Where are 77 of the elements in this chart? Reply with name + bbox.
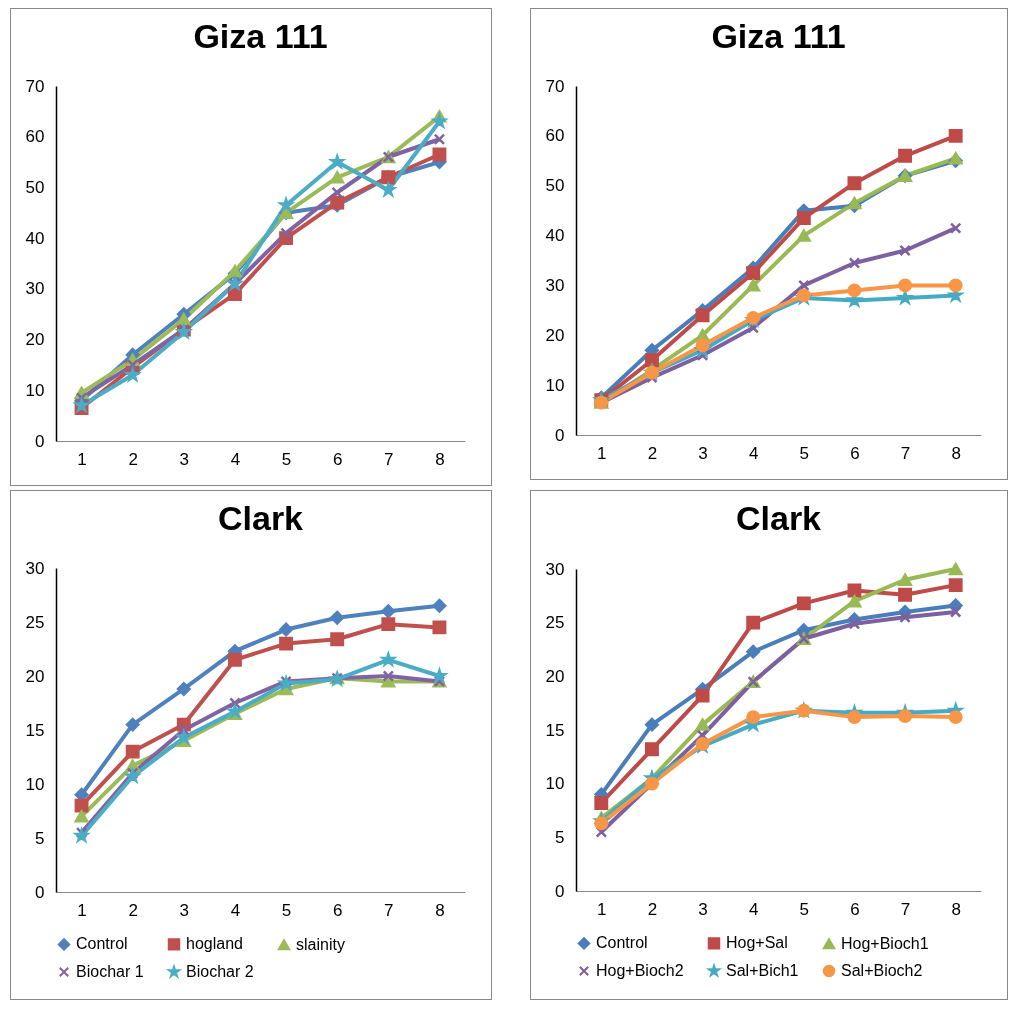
chart-title: Giza 111	[711, 17, 846, 55]
legend-label: Control	[596, 934, 648, 952]
y-tick-label: 20	[25, 330, 45, 350]
x-tick-label: 2	[647, 443, 658, 463]
x-tick-label: 6	[332, 449, 343, 469]
y-tick-label: 60	[25, 127, 45, 147]
chart-title: Clark	[735, 499, 822, 538]
y-tick-label: 10	[25, 774, 45, 794]
y-tick-label: 25	[25, 612, 45, 632]
x-tick-label: 8	[435, 449, 445, 469]
y-tick-label: 0	[35, 882, 45, 902]
legend-label: Hog+Bioch1	[841, 934, 929, 952]
x-tick-label: 5	[281, 900, 292, 920]
x-tick-label: 8	[951, 443, 961, 463]
x-tick-label: 5	[281, 449, 292, 469]
y-tick-label: 70	[545, 76, 565, 96]
y-tick-label: 50	[545, 176, 565, 196]
x-tick-label: 3	[698, 443, 708, 463]
x-tick-label: 7	[384, 900, 394, 920]
y-tick-label: 40	[25, 228, 45, 248]
x-tick-label: 4	[748, 899, 759, 919]
x-tick-label: 4	[230, 449, 241, 469]
legend-label: Control	[76, 935, 128, 953]
legend-label: Biochar 1	[76, 963, 144, 980]
legend-label: hogland	[186, 935, 243, 953]
y-tick-label: 0	[555, 881, 565, 901]
chart-title: Giza 111	[193, 17, 328, 55]
y-tick-label: 20	[25, 666, 45, 686]
x-tick-label: 8	[435, 900, 445, 920]
y-tick-label: 20	[545, 666, 565, 686]
x-tick-label: 4	[230, 900, 241, 920]
y-tick-label: 30	[25, 279, 45, 299]
y-tick-label: 15	[545, 720, 565, 740]
y-tick-label: 5	[555, 827, 565, 847]
y-tick-label: 10	[545, 375, 565, 395]
legend-label: Hog+Bioch2	[596, 962, 684, 979]
x-tick-label: 8	[951, 899, 961, 919]
x-tick-label: 1	[597, 443, 607, 463]
x-tick-label: 6	[332, 900, 343, 920]
y-tick-label: 25	[545, 613, 565, 633]
y-tick-label: 10	[25, 380, 45, 400]
x-tick-label: 7	[384, 449, 394, 469]
x-tick-label: 7	[900, 899, 911, 919]
x-tick-label: 7	[900, 443, 911, 463]
y-tick-label: 0	[555, 425, 565, 445]
legend-label: Sal+Bich1	[726, 962, 799, 979]
x-tick-label: 2	[128, 449, 138, 469]
x-tick-label: 3	[698, 899, 708, 919]
x-tick-label: 1	[597, 899, 607, 919]
y-tick-label: 30	[25, 558, 45, 578]
x-tick-label: 1	[77, 449, 87, 469]
y-tick-label: 10	[545, 774, 565, 794]
y-tick-label: 50	[25, 177, 45, 197]
x-tick-label: 5	[799, 899, 810, 919]
y-tick-label: 30	[545, 275, 565, 295]
x-tick-label: 6	[850, 443, 860, 463]
legend-label: slainity	[296, 935, 345, 953]
legend-label: Sal+Bioch2	[841, 962, 923, 979]
legend-label: Hog+Sal	[726, 934, 788, 952]
x-tick-label: 6	[850, 899, 860, 919]
chart-title: Clark	[217, 499, 304, 537]
x-tick-label: 2	[128, 900, 138, 920]
y-tick-label: 60	[545, 126, 565, 146]
y-tick-label: 70	[25, 76, 45, 96]
y-tick-label: 30	[545, 559, 565, 579]
x-tick-label: 3	[179, 900, 190, 920]
x-tick-label: 2	[647, 899, 658, 919]
y-tick-label: 5	[35, 828, 45, 848]
x-tick-label: 4	[748, 443, 759, 463]
legend-label: Biochar 2	[186, 963, 254, 980]
x-tick-label: 3	[179, 449, 190, 469]
x-tick-label: 1	[77, 900, 87, 920]
x-tick-label: 5	[799, 443, 810, 463]
y-tick-label: 20	[545, 325, 565, 345]
y-tick-label: 40	[545, 226, 565, 246]
y-tick-label: 15	[25, 720, 45, 740]
y-tick-label: 0	[35, 431, 45, 451]
